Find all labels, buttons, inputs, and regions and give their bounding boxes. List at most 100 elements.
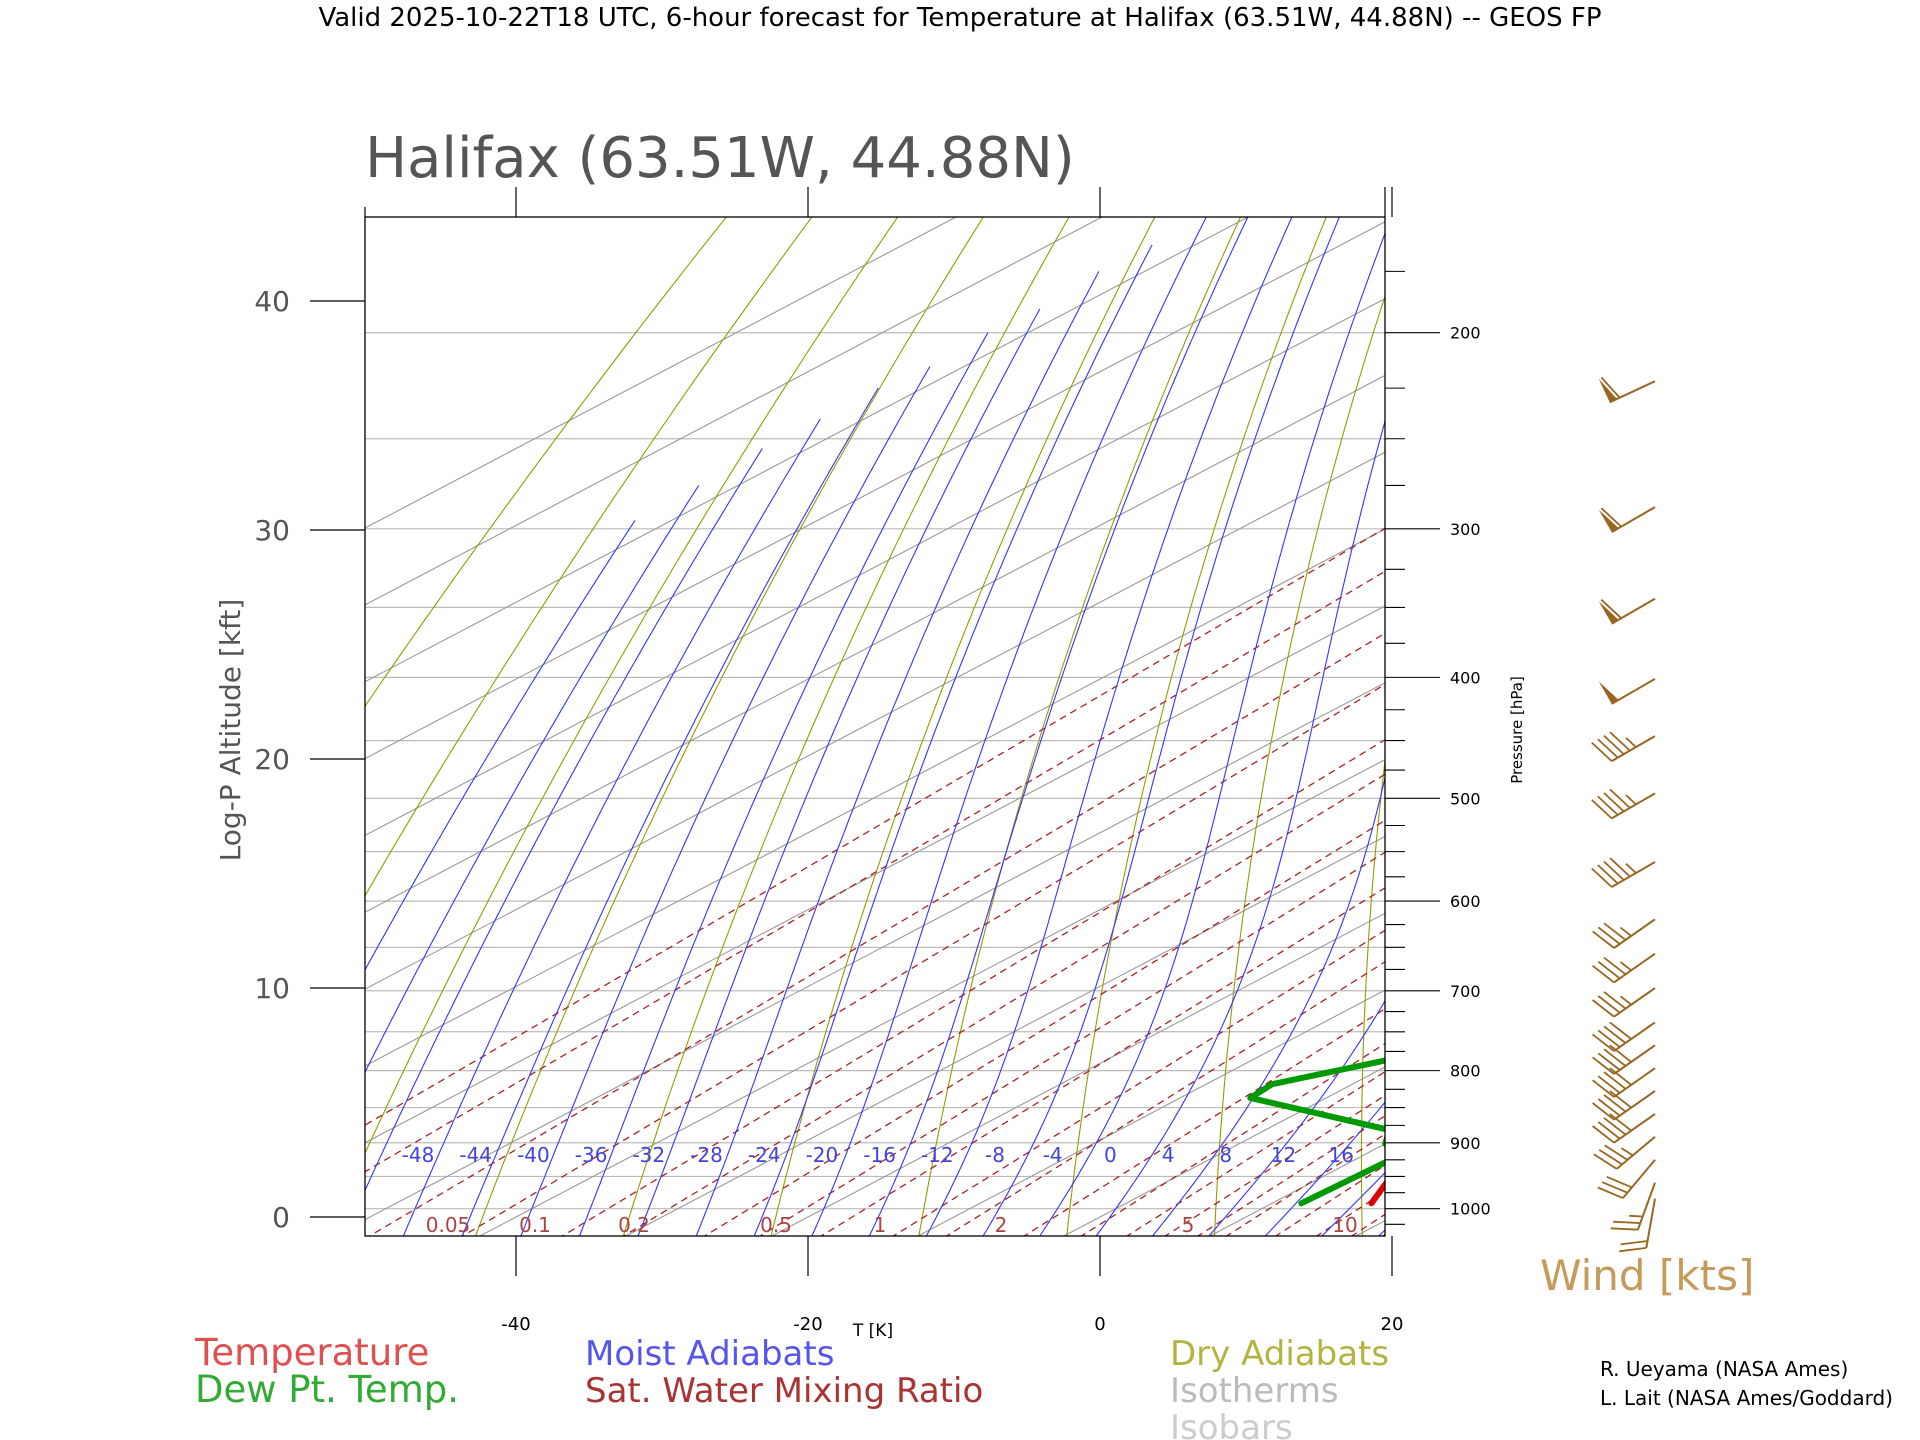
mixing-ratio-line xyxy=(561,739,1385,1236)
moist-adiabat xyxy=(520,366,931,1236)
mixing-ratio-line xyxy=(1381,1233,1385,1236)
moist-adiabat-label: -8 xyxy=(985,1143,1005,1167)
moist-adiabat xyxy=(365,448,763,1192)
moist-adiabat xyxy=(1095,419,1385,1236)
moist-adiabat xyxy=(1377,1229,1385,1236)
moist-adiabat-label: -20 xyxy=(806,1143,839,1167)
wind-barb xyxy=(1591,731,1656,762)
wind-barb xyxy=(1619,1198,1656,1253)
moist-adiabat-label: 12 xyxy=(1271,1143,1296,1167)
legend-mixing-ratio: Sat. Water Mixing Ratio xyxy=(585,1371,983,1411)
wind-barb xyxy=(1598,597,1656,625)
legend-temperature: Temperature xyxy=(194,1331,429,1374)
mixing-ratio-label: 2 xyxy=(995,1213,1008,1237)
plot-frame xyxy=(364,216,1386,1237)
moist-adiabat-label: -32 xyxy=(632,1143,665,1167)
pressure-tick-label: 800 xyxy=(1450,1062,1481,1081)
wind-barb xyxy=(1598,506,1656,533)
moist-adiabat xyxy=(811,217,1207,1236)
sounding-profiles xyxy=(1247,1057,1385,1207)
mixing-ratio-label: 0.5 xyxy=(760,1213,792,1237)
mixing-ratio-line xyxy=(461,683,1385,1236)
mixing-ratio-line xyxy=(1274,1164,1385,1236)
moist-adiabat xyxy=(868,217,1249,1236)
isotherm-line xyxy=(1597,187,1920,1263)
mixing-ratio-line xyxy=(1164,1094,1385,1236)
moist-adiabat-label: 0 xyxy=(1104,1143,1117,1167)
moist-adiabat xyxy=(365,520,636,972)
moist-adiabat xyxy=(982,217,1340,1236)
moist-adiabat xyxy=(402,418,821,1236)
moist-adiabat-label: -12 xyxy=(921,1143,954,1167)
mixing-ratio-label: 10 xyxy=(1332,1213,1357,1237)
moist-adiabat-label: -16 xyxy=(863,1143,896,1167)
dry-adiabat xyxy=(365,217,899,1155)
legend-dewpoint: Dew Pt. Temp. xyxy=(195,1368,459,1411)
wind-barb xyxy=(1593,1136,1656,1170)
pressure-tick-label: 300 xyxy=(1450,520,1481,539)
isotherm-line xyxy=(365,217,1104,606)
wind-barb xyxy=(1592,952,1656,984)
mixing-ratio-line xyxy=(892,929,1385,1236)
y-axis-label: Log-P Altitude [kft] xyxy=(214,599,247,862)
pressure-tick-label: 700 xyxy=(1450,982,1481,1001)
isotherm-line xyxy=(365,217,1250,683)
mixing-ratio-line xyxy=(1196,1115,1385,1236)
wind-barb xyxy=(1592,1090,1656,1121)
moist-adiabat xyxy=(925,217,1293,1236)
mixing-ratio-line xyxy=(1315,1190,1385,1236)
moist-adiabat xyxy=(1208,999,1385,1236)
isotherm-line xyxy=(365,451,1385,990)
moist-adiabat-label: 8 xyxy=(1219,1143,1232,1167)
moist-adiabat-label: -36 xyxy=(575,1143,608,1167)
credit-1: R. Ueyama (NASA Ames) xyxy=(1600,1357,1848,1381)
isotherm-line xyxy=(916,989,1385,1236)
pressure-tick-label: 900 xyxy=(1450,1134,1481,1153)
y-tick-label: 20 xyxy=(254,743,290,776)
wind-barb xyxy=(1610,1182,1656,1231)
isotherm-line xyxy=(365,682,1385,1221)
moist-adiabat xyxy=(365,485,700,1074)
moist-adiabat xyxy=(1039,231,1385,1236)
chart-title: Halifax (63.51W, 44.88N) xyxy=(365,126,1075,191)
mixing-ratio-label: 0.2 xyxy=(618,1213,650,1237)
dry-adiabat xyxy=(1833,172,1920,1269)
moist-adiabat xyxy=(1509,188,1920,1270)
x-tick-label: -20 xyxy=(793,1314,822,1335)
isotherm-line xyxy=(365,374,1385,913)
guide-lines xyxy=(365,172,1920,1270)
moist-adiabat-label: 16 xyxy=(1328,1143,1353,1167)
legend-isotherms: Isotherms xyxy=(1170,1371,1339,1411)
wind-barb xyxy=(1592,1044,1656,1075)
moist-adiabat xyxy=(578,332,989,1236)
moist-adiabat-label: -40 xyxy=(517,1143,550,1167)
mixing-ratio-line xyxy=(1350,1213,1385,1236)
pressure-tick-label: 400 xyxy=(1450,668,1481,687)
moist-adiabat xyxy=(753,244,1153,1236)
moist-adiabat-label: -24 xyxy=(748,1143,781,1167)
moist-adiabat-label: -28 xyxy=(690,1143,723,1167)
y-tick-label: 40 xyxy=(254,285,290,318)
mixing-ratio-line xyxy=(1080,1042,1385,1236)
dry-adiabat xyxy=(1213,294,1385,1236)
y-tick-label: 10 xyxy=(254,972,290,1005)
isotherm-line xyxy=(365,297,1385,837)
mixing-ratio-label: 0.1 xyxy=(519,1213,551,1237)
guide-labels: -48 -44 -40 -36 -32 -28 -24 -20 -16 -12 -8 -4 0 4 8 12 1… xyxy=(402,1143,1358,1237)
mixing-ratio-line xyxy=(820,887,1385,1236)
isotherm-line xyxy=(770,912,1385,1236)
y-tick-label: 0 xyxy=(272,1201,290,1234)
mixing-ratio-line xyxy=(365,570,1385,1173)
isotherm-line xyxy=(1062,1066,1385,1236)
header-text: Valid 2025-10-22T18 UTC, 6-hour forecast… xyxy=(318,3,1601,33)
dry-adiabat xyxy=(1360,756,1385,1236)
dry-adiabat xyxy=(365,217,727,708)
mixing-ratio-line xyxy=(1429,172,1920,1269)
wind-barb xyxy=(1597,1159,1656,1199)
x-tick-label: 20 xyxy=(1381,1314,1404,1335)
mixing-ratio-line xyxy=(365,527,1385,1126)
dewpoint-profile xyxy=(1247,1057,1385,1207)
legend-dry-adiabats: Dry Adiabats xyxy=(1170,1334,1389,1374)
moist-adiabat xyxy=(461,387,879,1236)
